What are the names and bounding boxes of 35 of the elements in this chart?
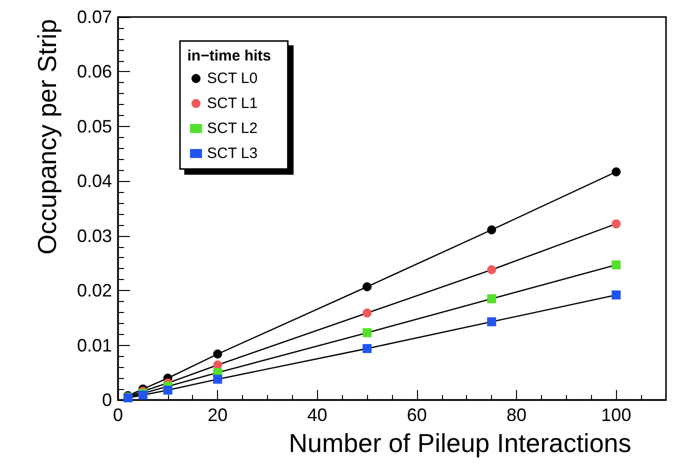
point	[612, 290, 621, 300]
y-tick-label: 0.05	[76, 116, 112, 136]
y-tick-label: 0	[102, 390, 112, 410]
point	[362, 328, 372, 338]
x-tick-label: 100	[601, 405, 632, 425]
y-tick-label: 0.07	[76, 7, 112, 27]
point	[487, 265, 496, 274]
point	[612, 260, 621, 270]
legend-label: SCT L0	[207, 70, 258, 87]
x-tick-label: 40	[307, 405, 328, 425]
x-axis-title: Number of Pileup Interactions	[288, 428, 632, 458]
legend-label: SCT L2	[207, 120, 258, 137]
y-tick-label: 0.04	[76, 171, 112, 192]
point	[362, 308, 372, 318]
x-tick-label: 20	[208, 405, 228, 425]
x-tick-label: 80	[506, 405, 527, 425]
point	[362, 282, 372, 292]
legend-label: SCT L1	[207, 95, 258, 112]
x-tick-label: 60	[406, 405, 427, 425]
point	[213, 374, 222, 384]
y-tick-label: 0.01	[76, 335, 112, 356]
point	[362, 344, 372, 354]
point	[163, 386, 172, 395]
legend-label: SCT L3	[207, 145, 258, 162]
point	[612, 167, 621, 176]
y-tick-label: 0.02	[76, 280, 112, 301]
point	[213, 350, 222, 359]
y-tick-label: 0.03	[76, 226, 112, 246]
y-axis-title: Occupancy per Strip	[32, 19, 62, 255]
point	[487, 317, 496, 326]
point	[487, 294, 496, 304]
y-tick-label: 0.06	[76, 62, 112, 82]
legend-title: in−time hits	[187, 47, 272, 64]
point	[487, 225, 496, 234]
point	[612, 219, 621, 228]
